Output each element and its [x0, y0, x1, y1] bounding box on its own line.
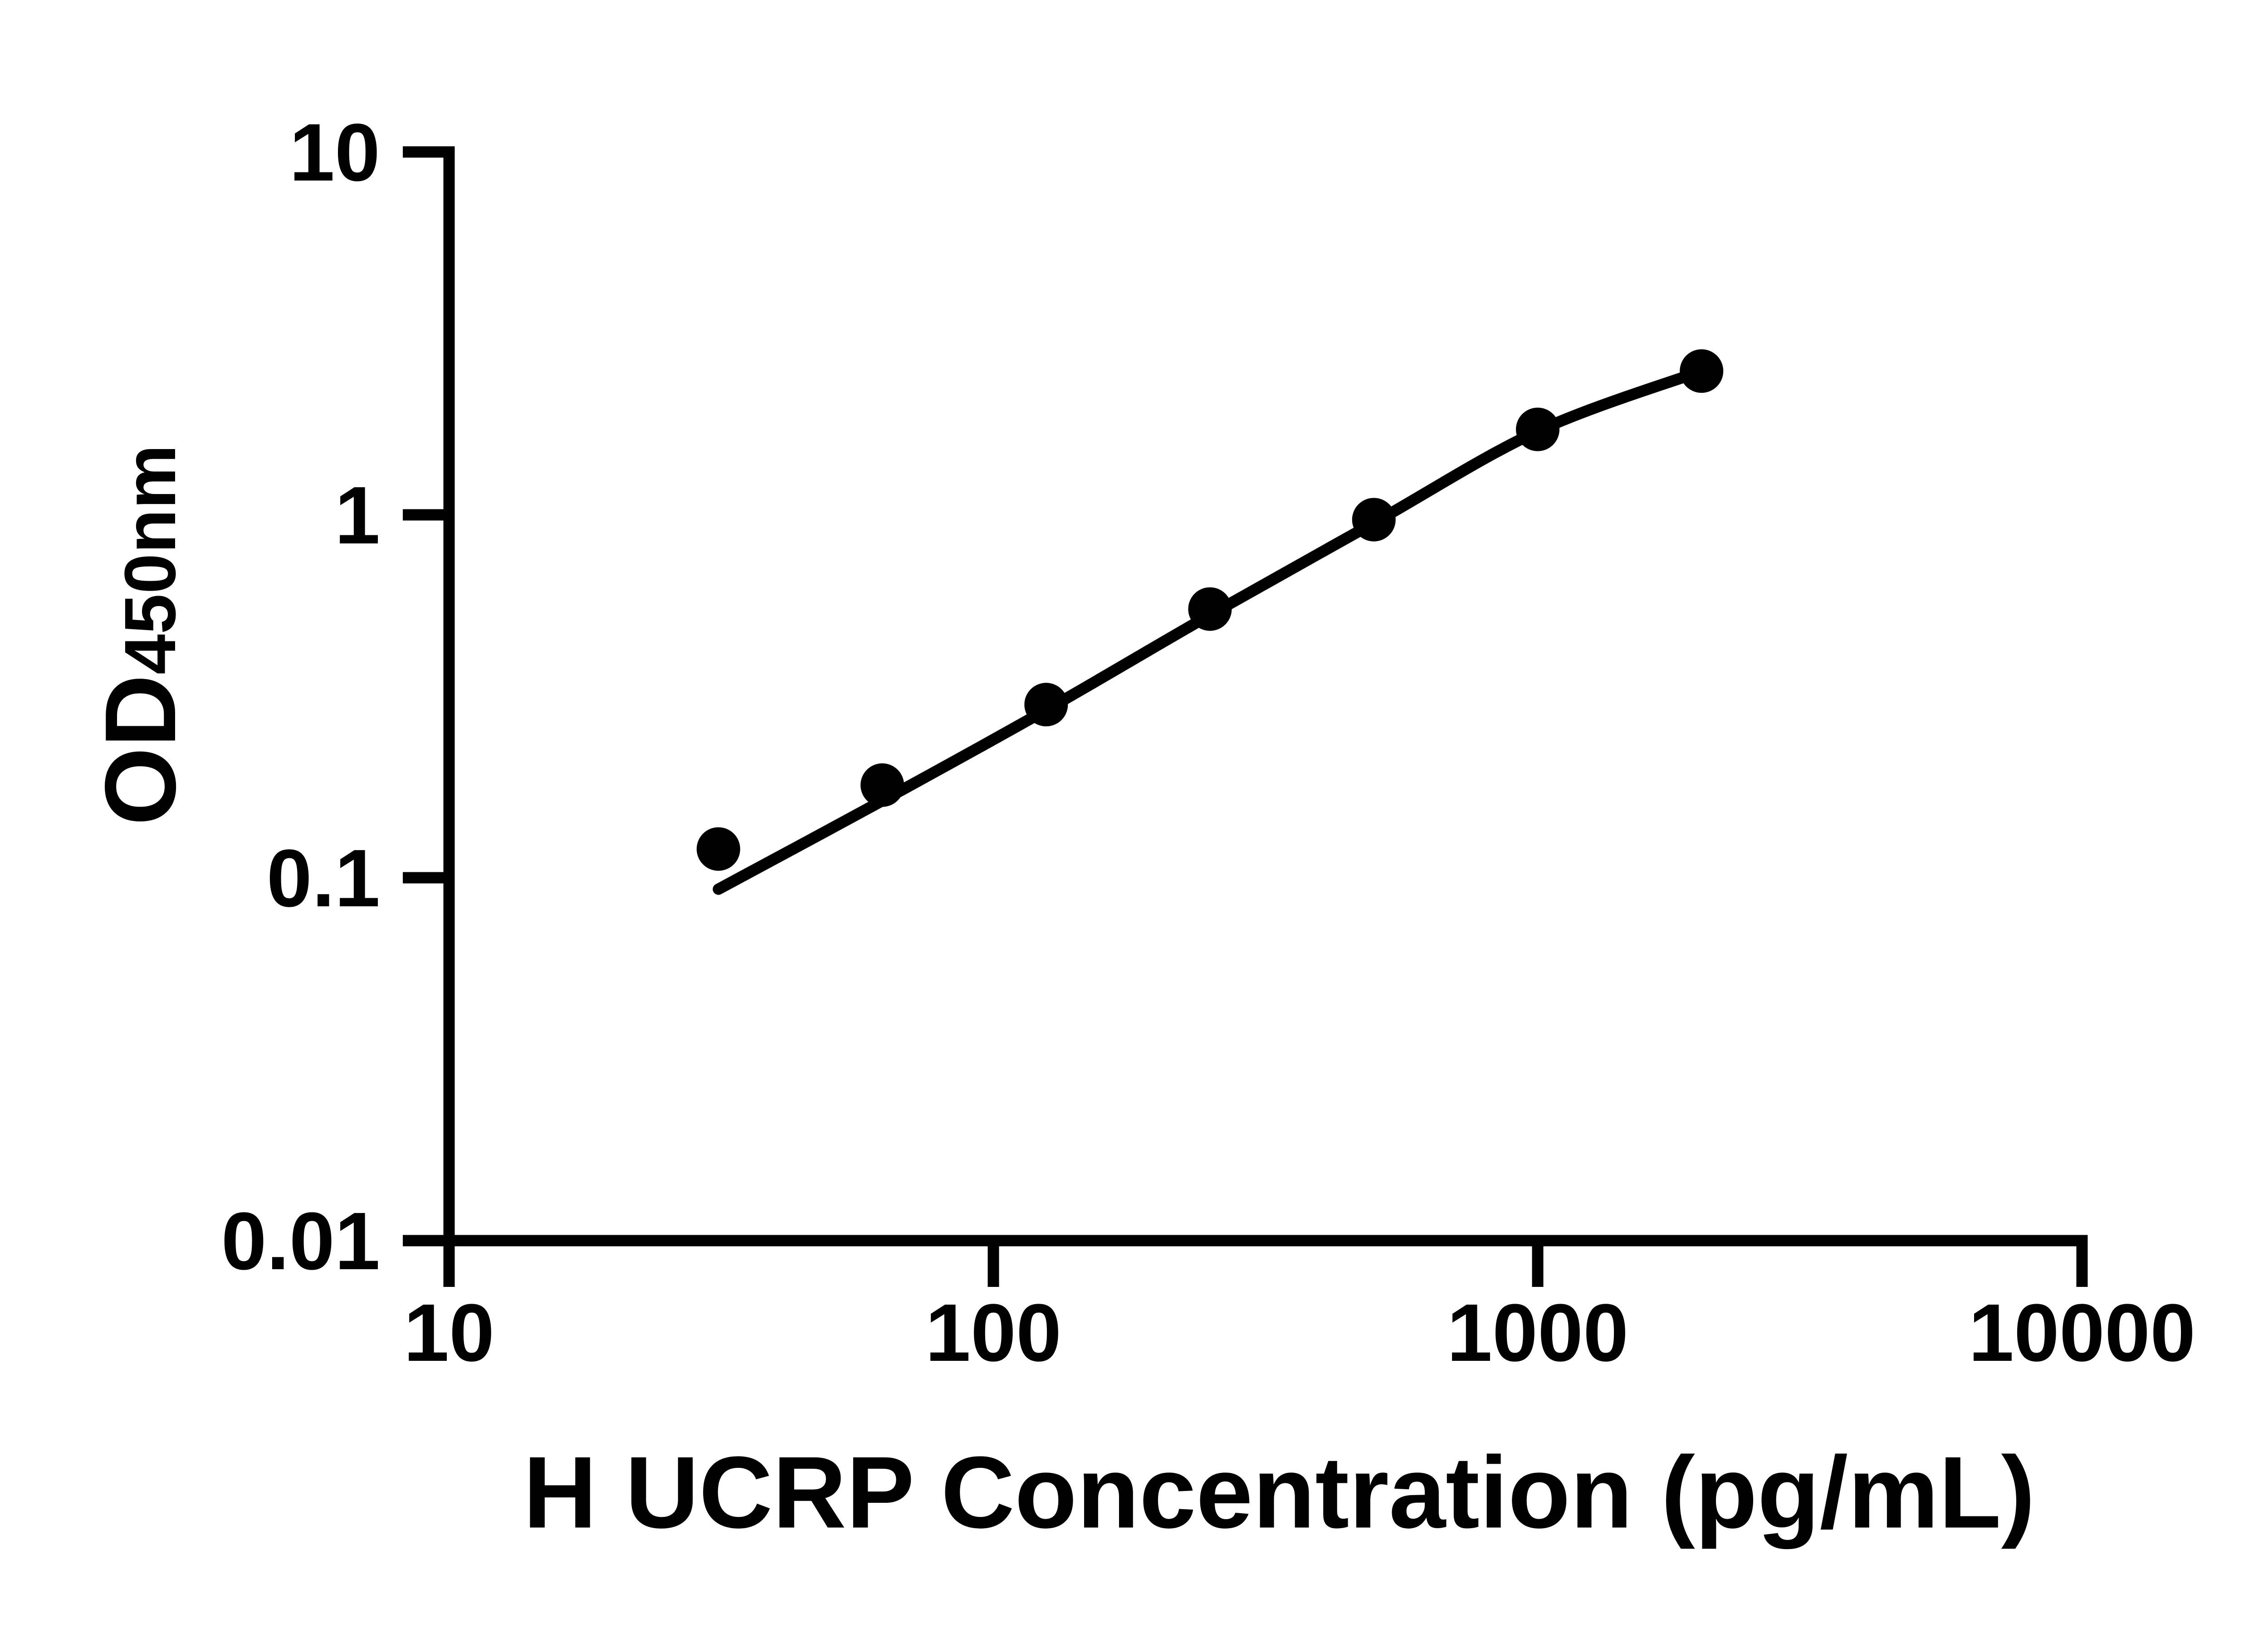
- data-point: [696, 827, 740, 871]
- data-point: [1024, 683, 1068, 727]
- x-tick-label: 10000: [1969, 1287, 2196, 1379]
- y-axis-title: OD450nm: [84, 445, 197, 826]
- y-tick-label: 0.1: [267, 833, 380, 924]
- data-point: [1680, 349, 1724, 393]
- data-point: [1188, 587, 1232, 631]
- data-point: [1352, 498, 1396, 542]
- x-tick-label: 10: [404, 1287, 494, 1379]
- y-tick-label: 1: [335, 470, 380, 561]
- data-point: [860, 763, 904, 807]
- x-tick-label: 100: [925, 1287, 1061, 1379]
- y-axis-title-main: OD: [84, 674, 197, 826]
- y-tick-label: 10: [289, 107, 380, 198]
- data-point: [1516, 407, 1559, 451]
- x-axis-title: H UCRP Concentration (pg/mL): [523, 1435, 2035, 1550]
- y-axis-title-subscript: 450nm: [109, 445, 191, 675]
- y-tick-label: 0.01: [221, 1196, 380, 1287]
- x-tick-label: 1000: [1447, 1287, 1628, 1379]
